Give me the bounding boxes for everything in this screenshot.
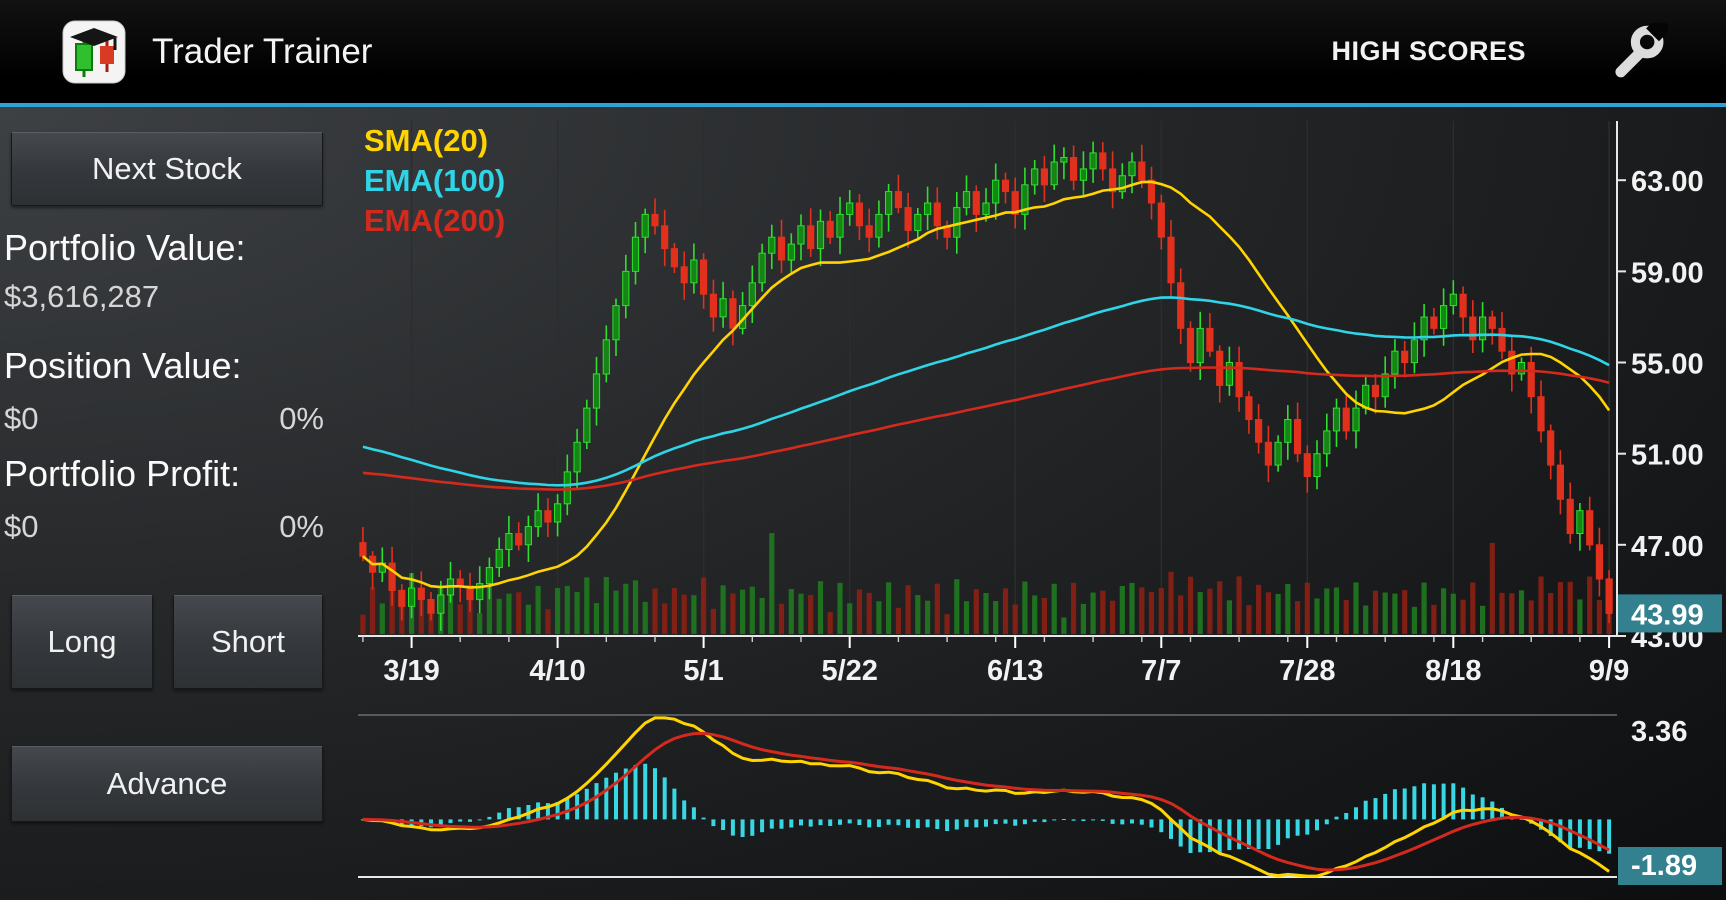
advance-button[interactable]: Advance — [11, 746, 323, 822]
portfolio-profit: $0 — [4, 509, 39, 544]
next-stock-button[interactable]: Next Stock — [11, 132, 323, 206]
long-button[interactable]: Long — [11, 595, 153, 689]
portfolio-value: $3,616,287 — [4, 279, 160, 314]
top-bar: Trader Trainer HIGH SCORES — [0, 0, 1726, 103]
app-title: Trader Trainer — [152, 31, 373, 71]
legend-item-1: EMA(100) — [364, 163, 505, 198]
x-axis-label: 7/28 — [1279, 655, 1335, 687]
chart-legend: SMA(20) EMA(100) EMA(200) — [364, 123, 505, 238]
macd-signal-line — [362, 731, 1610, 872]
position-value-label: Position Value: — [4, 345, 242, 386]
x-axis-label: 7/7 — [1141, 655, 1181, 687]
accent-divider — [0, 103, 1726, 107]
y-axis-label: 63.00 — [1631, 166, 1704, 198]
x-axis-label: 4/10 — [529, 655, 585, 687]
short-button[interactable]: Short — [173, 595, 323, 689]
x-axis-label: 3/19 — [383, 655, 439, 687]
grid-lines — [410, 121, 1610, 636]
settings-wrench-icon[interactable] — [1610, 15, 1672, 81]
high-scores-button[interactable]: HIGH SCORES — [1331, 36, 1526, 66]
current-price-label: 43.99 — [1631, 599, 1704, 631]
y-axis-label: 47.00 — [1631, 531, 1704, 563]
ema100-line — [362, 296, 1610, 487]
macd-line — [362, 716, 1610, 878]
y-axis-label: 51.00 — [1631, 440, 1704, 472]
sma20-line — [362, 180, 1611, 589]
position-value: $0 — [4, 401, 39, 436]
portfolio-value-label: Portfolio Value: — [4, 227, 246, 268]
indicator-panel: 3.36 -1.89 — [358, 714, 1722, 885]
y-axis-label: 55.00 — [1631, 349, 1704, 381]
ema200-line — [362, 366, 1610, 491]
legend-item-2: EMA(200) — [364, 203, 505, 238]
position-value-row: $0 0% — [4, 401, 324, 437]
position-percent: 0% — [279, 401, 324, 436]
x-axis-label: 8/18 — [1425, 655, 1481, 687]
x-axis-label: 9/9 — [1589, 655, 1629, 687]
portfolio-profit-percent: 0% — [279, 509, 324, 544]
app-logo-icon — [62, 20, 126, 84]
x-axis-label: 5/1 — [683, 655, 723, 687]
volume-bars — [360, 533, 1612, 634]
current-price-tag: 43.99 — [1618, 594, 1722, 633]
x-axis-label: 5/22 — [821, 655, 877, 687]
x-axis-label: 6/13 — [987, 655, 1043, 687]
y-axis-label: 59.00 — [1631, 257, 1704, 289]
indicator-max-label: 3.36 — [1631, 716, 1687, 748]
portfolio-profit-row: $0 0% — [4, 509, 324, 545]
candlesticks — [359, 141, 1613, 631]
legend-item-0: SMA(20) — [364, 123, 488, 158]
indicator-min-label: -1.89 — [1631, 850, 1697, 882]
portfolio-profit-label: Portfolio Profit: — [4, 453, 241, 494]
sidebar: Next Stock Portfolio Value: $3,616,287 P… — [0, 107, 356, 900]
